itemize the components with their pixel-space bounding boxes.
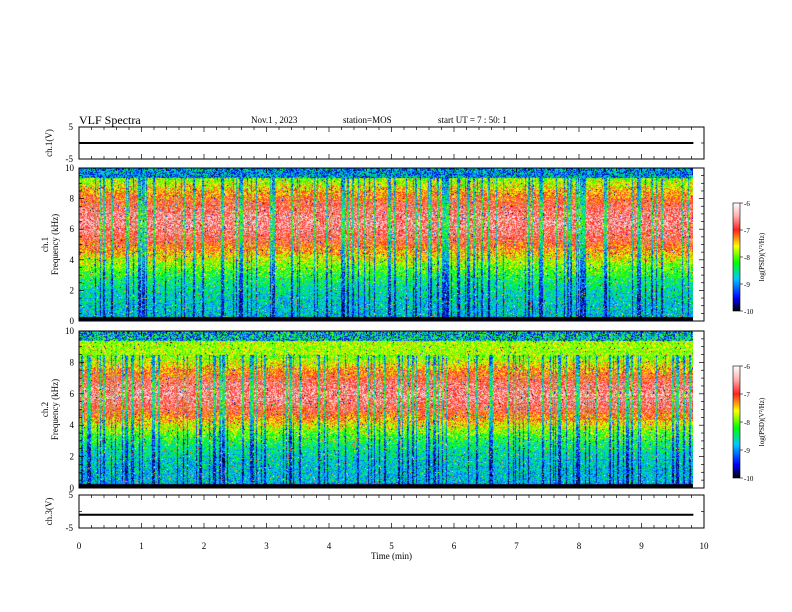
ch1-spectrogram-colorbar-label--6: -6 bbox=[744, 200, 750, 208]
ch2-spectrogram-colorbar bbox=[732, 365, 741, 479]
ch1-spectrogram-ticks bbox=[78, 167, 705, 322]
ch1-spectrogram-ytick-10: 10 bbox=[65, 163, 75, 173]
ch2-spectrogram-ytick-0: 0 bbox=[70, 483, 75, 493]
xtick-1: 1 bbox=[139, 541, 144, 551]
ch2-spectrogram-colorbar-label--9: -9 bbox=[744, 447, 750, 455]
ch1-spectrogram-ytick-8: 8 bbox=[70, 194, 75, 204]
ch2-spectrogram-ytick-4: 4 bbox=[70, 420, 75, 430]
ch1-spectrogram-colorbar-label--8: -8 bbox=[744, 254, 750, 262]
ch2-spectrogram-ylabel-freq: Frequency (kHz) bbox=[50, 379, 60, 440]
xtick-9: 9 bbox=[639, 541, 644, 551]
ch2-spectrogram-ytick-8: 8 bbox=[70, 357, 75, 367]
ch1-spectrogram-ylabel-channel: ch.1 bbox=[40, 237, 50, 252]
start-time-label: start UT = 7 : 50: 1 bbox=[438, 115, 507, 125]
ch1-spectrogram-ytick-0: 0 bbox=[70, 316, 75, 326]
ch1-waveform-ytick-bottom: -5 bbox=[66, 154, 74, 164]
xtick-0: 0 bbox=[77, 541, 82, 551]
ch3-waveform-ytick-bottom: -5 bbox=[66, 523, 74, 533]
ch2-spectrogram-image bbox=[79, 331, 693, 488]
ch2-spectrogram-colorbar-title: log(PSD)(V²/Hz) bbox=[758, 397, 766, 446]
xtick-2: 2 bbox=[202, 541, 207, 551]
ch1-waveform-ylabel: ch.1(V) bbox=[44, 129, 54, 157]
date-label: Nov.1 , 2023 bbox=[251, 115, 298, 125]
ch2-spectrogram-ytick-2: 2 bbox=[70, 452, 75, 462]
ch1-waveform-ytick-top: 5 bbox=[69, 122, 74, 132]
xtick-4: 4 bbox=[327, 541, 332, 551]
figure-title: VLF Spectra bbox=[79, 113, 141, 127]
ch2-spectrogram-colorbar-label--6: -6 bbox=[744, 363, 750, 371]
station-label: station=MOS bbox=[343, 115, 392, 125]
ch1-spectrogram-image bbox=[79, 168, 693, 321]
xtick-7: 7 bbox=[514, 541, 519, 551]
ch1-spectrogram-ytick-2: 2 bbox=[70, 285, 75, 295]
ch1-spectrogram-colorbar-label--7: -7 bbox=[744, 227, 750, 235]
ch2-spectrogram-ticks bbox=[78, 330, 705, 489]
xtick-3: 3 bbox=[264, 541, 269, 551]
xtick-5: 5 bbox=[389, 541, 394, 551]
ch2-spectrogram-ytick-6: 6 bbox=[70, 389, 75, 399]
ch1-spectrogram-colorbar-label--9: -9 bbox=[744, 281, 750, 289]
ch2-spectrogram-ytick-10: 10 bbox=[65, 326, 75, 336]
ch3-waveform-ylabel: ch.3(V) bbox=[44, 498, 54, 526]
ch1-spectrogram-ylabel-freq: Frequency (kHz) bbox=[50, 214, 60, 275]
ch2-spectrogram-colorbar-label--10: -10 bbox=[744, 475, 754, 483]
ch1-spectrogram-colorbar-label--10: -10 bbox=[744, 308, 754, 316]
ch1-spectrogram-ytick-4: 4 bbox=[70, 255, 75, 265]
ch3-waveform-ytick-top: 5 bbox=[69, 490, 74, 500]
ch1-spectrogram-colorbar-title: log(PSD)(V²/Hz) bbox=[758, 232, 766, 281]
x-axis-label: Time (min) bbox=[371, 551, 412, 561]
xtick-8: 8 bbox=[577, 541, 582, 551]
xtick-10: 10 bbox=[700, 541, 710, 551]
ch1-spectrogram-colorbar bbox=[732, 202, 741, 312]
ch1-spectrogram-ytick-6: 6 bbox=[70, 224, 75, 234]
ch3-waveform-ticks bbox=[78, 495, 705, 528]
ch2-spectrogram-colorbar-label--7: -7 bbox=[744, 391, 750, 399]
xtick-6: 6 bbox=[452, 541, 457, 551]
ch2-spectrogram-colorbar-label--8: -8 bbox=[744, 419, 750, 427]
ch2-spectrogram-ylabel-channel: ch.2 bbox=[40, 402, 50, 417]
ch1-waveform-ticks bbox=[78, 127, 705, 159]
